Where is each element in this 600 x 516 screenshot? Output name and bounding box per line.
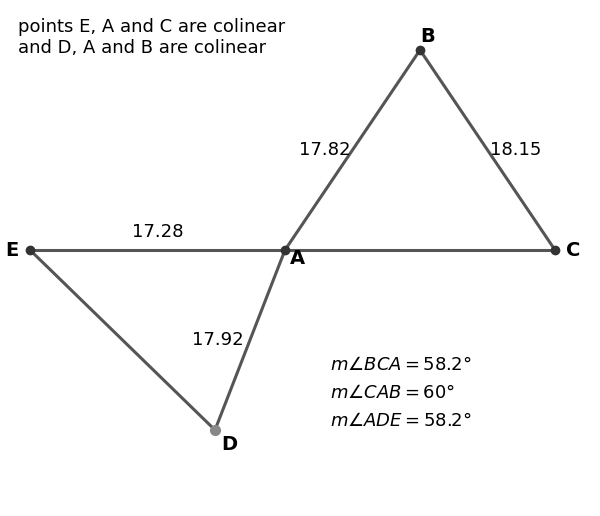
Text: 17.92: 17.92 <box>192 331 244 349</box>
Text: C: C <box>566 240 580 260</box>
Text: 17.82: 17.82 <box>299 141 350 159</box>
Text: $m\angle BCA = 58.2°$: $m\angle BCA = 58.2°$ <box>330 356 472 374</box>
Text: D: D <box>221 434 237 454</box>
Text: 17.28: 17.28 <box>132 223 183 241</box>
Text: A: A <box>289 249 305 267</box>
Text: E: E <box>5 240 19 260</box>
Text: B: B <box>421 26 436 45</box>
Text: $m\angle CAB = 60°$: $m\angle CAB = 60°$ <box>330 384 455 402</box>
Text: 18.15: 18.15 <box>490 141 541 159</box>
Text: $m\angle ADE = 58.2°$: $m\angle ADE = 58.2°$ <box>330 412 472 430</box>
Text: points E, A and C are colinear
and D, A and B are colinear: points E, A and C are colinear and D, A … <box>18 18 285 57</box>
